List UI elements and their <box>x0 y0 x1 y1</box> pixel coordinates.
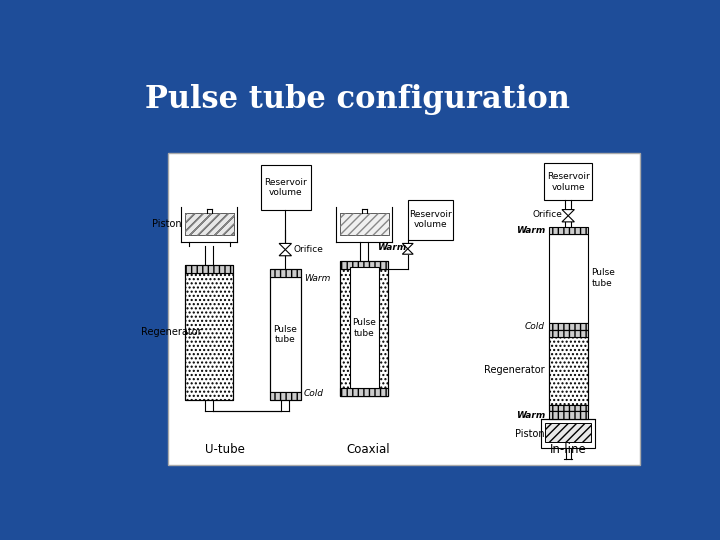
Text: Cold: Cold <box>525 322 545 331</box>
Polygon shape <box>279 244 292 249</box>
Bar <box>185 273 233 400</box>
Bar <box>168 153 640 465</box>
Text: U-tube: U-tube <box>205 443 245 456</box>
Text: Regenerator: Regenerator <box>141 327 202 337</box>
Bar <box>549 226 588 234</box>
Text: Pulse
tube: Pulse tube <box>591 268 616 288</box>
Text: Pulse
tube: Pulse tube <box>274 325 297 344</box>
Bar <box>549 411 588 419</box>
Bar <box>541 419 595 448</box>
Bar <box>341 261 388 269</box>
Text: Reservoir
volume: Reservoir volume <box>264 178 307 197</box>
Text: Warm: Warm <box>304 274 330 282</box>
Text: Orifice: Orifice <box>293 245 323 254</box>
Bar <box>544 164 593 200</box>
Polygon shape <box>562 210 575 215</box>
Bar <box>340 213 389 235</box>
Text: Piston: Piston <box>152 219 181 229</box>
Text: Warm: Warm <box>516 226 545 235</box>
Text: Pulse tube configuration: Pulse tube configuration <box>145 84 570 115</box>
Bar <box>341 388 388 396</box>
Bar <box>549 330 588 336</box>
Text: Reservoir
volume: Reservoir volume <box>546 172 590 192</box>
Text: In-line: In-line <box>550 443 587 456</box>
Text: Orifice: Orifice <box>533 210 562 219</box>
Bar <box>261 165 311 210</box>
Text: Reservoir
volume: Reservoir volume <box>409 210 451 230</box>
Bar <box>341 261 388 396</box>
Bar <box>549 323 588 330</box>
Text: Pulse
tube: Pulse tube <box>352 319 377 338</box>
Bar <box>184 213 234 235</box>
Bar <box>270 269 301 400</box>
Bar <box>549 234 588 323</box>
Bar <box>270 269 301 276</box>
Polygon shape <box>402 249 413 254</box>
Bar <box>270 276 301 392</box>
Bar <box>549 405 588 411</box>
Text: Regenerator: Regenerator <box>485 366 545 375</box>
Bar <box>340 213 389 235</box>
Text: Cold: Cold <box>304 389 324 398</box>
Polygon shape <box>402 244 413 249</box>
Polygon shape <box>562 215 575 222</box>
Bar <box>270 392 301 400</box>
Bar <box>184 213 234 235</box>
Bar <box>350 267 379 388</box>
Bar <box>341 269 388 396</box>
Text: Piston: Piston <box>516 429 545 440</box>
Text: Coaxial: Coaxial <box>346 443 390 456</box>
Bar <box>185 265 233 400</box>
Bar <box>545 423 591 442</box>
Text: Warm: Warm <box>377 243 406 252</box>
Bar <box>549 336 588 405</box>
Polygon shape <box>279 249 292 256</box>
Bar <box>185 265 233 273</box>
Bar <box>549 330 588 411</box>
Text: Warm: Warm <box>516 410 545 420</box>
Bar <box>184 213 234 235</box>
Bar <box>408 200 453 240</box>
